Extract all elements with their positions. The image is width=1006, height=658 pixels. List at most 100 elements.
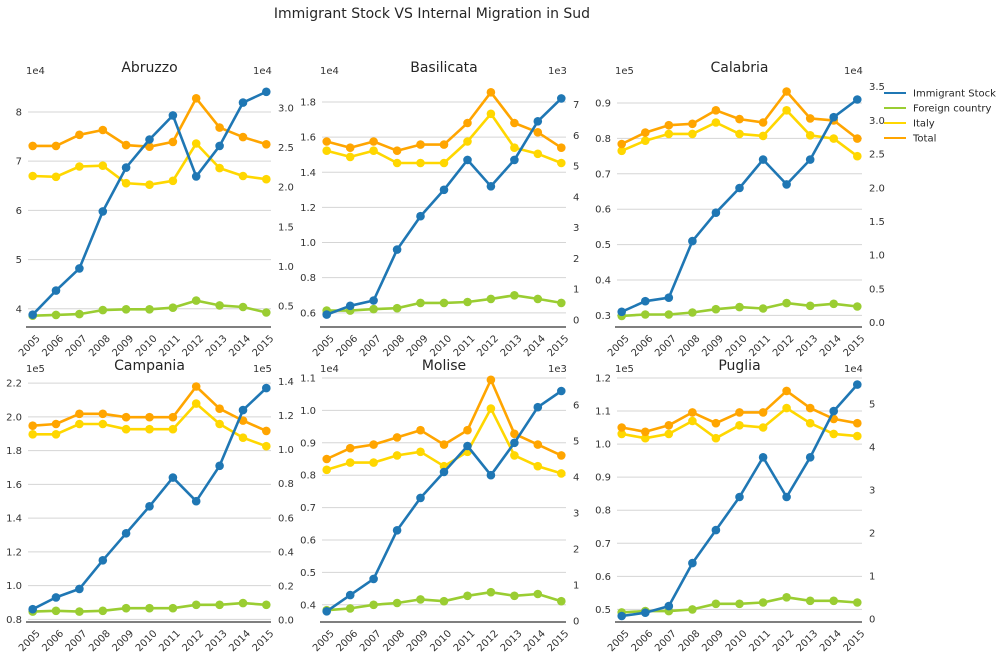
left-tick-label: 0.3 (595, 311, 611, 322)
series-italy (322, 404, 566, 478)
x-tick-label: 2009 (700, 333, 726, 359)
data-point (369, 304, 378, 314)
panel-title: Molise (422, 358, 466, 374)
data-point (215, 419, 224, 429)
data-point (758, 304, 768, 313)
data-point (392, 451, 402, 460)
panel-title: Basilicata (410, 60, 478, 76)
data-point (416, 298, 425, 308)
left-tick-label: 0.9 (595, 99, 611, 110)
data-point (533, 461, 543, 471)
data-point (510, 429, 519, 439)
series-italy (322, 109, 566, 168)
right-axis-multiplier: 1e3 (548, 66, 567, 77)
data-point (322, 310, 332, 319)
data-point (369, 440, 378, 449)
right-tick-label: 1.0 (278, 445, 294, 456)
series-total (617, 386, 862, 437)
data-point (463, 297, 472, 307)
legend-entry-total: Total (884, 134, 936, 145)
data-point (533, 402, 543, 412)
left-tick-label: 1.0 (6, 581, 22, 592)
x-tick-label: 2006 (630, 628, 656, 654)
data-point (215, 163, 224, 173)
x-tick-label: 2011 (157, 333, 183, 359)
data-point (262, 87, 271, 97)
right-tick-label: 3 (573, 223, 579, 234)
data-point (617, 611, 626, 621)
data-point (782, 492, 791, 502)
right-tick-label: 2 (573, 254, 579, 265)
data-point (439, 596, 449, 606)
data-point (641, 608, 650, 617)
data-point (191, 94, 201, 103)
left-tick-label: 7 (16, 157, 22, 168)
left-tick-label: 1.2 (300, 203, 316, 214)
data-point (782, 106, 791, 115)
data-point (853, 598, 862, 607)
left-tick-label: 1.0 (300, 406, 316, 417)
data-point (238, 171, 248, 181)
data-point (145, 603, 154, 613)
data-point (758, 118, 768, 127)
left-tick-label: 0.4 (595, 275, 611, 286)
series-line (32, 385, 267, 433)
x-tick-label: 2011 (452, 628, 478, 654)
right-tick-label: 2.5 (869, 150, 885, 161)
x-tick-label: 2014 (227, 333, 253, 359)
left-tick-label: 0.6 (595, 572, 611, 583)
left-tick-label: 1.0 (595, 440, 611, 451)
data-point (688, 236, 697, 246)
left-tick-label: 1.1 (300, 374, 316, 385)
data-point (121, 412, 131, 422)
x-tick-label: 2014 (522, 333, 548, 359)
right-tick-label: 0 (869, 614, 875, 625)
data-point (782, 180, 791, 189)
data-point (664, 310, 674, 319)
data-point (510, 591, 519, 601)
data-point (463, 137, 472, 146)
x-tick-label: 2011 (452, 333, 478, 359)
right-tick-label: 0.5 (869, 284, 885, 295)
data-point (51, 606, 61, 616)
left-tick-label: 0.7 (595, 539, 611, 550)
x-tick-label: 2007 (358, 628, 384, 654)
x-tick-label: 2015 (842, 333, 868, 359)
data-point (369, 600, 378, 610)
data-point (345, 301, 355, 311)
data-point (486, 182, 496, 191)
data-point (98, 305, 108, 315)
right-tick-label: 5 (573, 437, 579, 448)
x-tick-label: 2007 (653, 628, 679, 654)
data-point (486, 88, 496, 97)
right-axis-multiplier: 1e4 (844, 66, 863, 77)
data-point (711, 304, 721, 314)
data-point (641, 310, 650, 319)
legend-label: Foreign country (913, 104, 992, 115)
x-tick-label: 2008 (381, 628, 407, 654)
right-tick-label: 0.5 (278, 302, 294, 313)
x-tick-label: 2015 (251, 333, 277, 359)
legend-label: Total (912, 134, 936, 145)
data-point (392, 303, 402, 313)
data-point (238, 98, 248, 107)
series-immigrant-stock (617, 380, 862, 621)
x-tick-label: 2014 (818, 628, 844, 654)
x-tick-label: 2013 (794, 628, 820, 654)
series-line (325, 389, 563, 613)
right-tick-label: 6 (573, 401, 579, 412)
data-point (121, 424, 131, 434)
series-foreign-country (322, 587, 566, 615)
data-point (75, 584, 84, 594)
data-point (688, 558, 697, 568)
data-point (98, 419, 108, 429)
data-point (557, 143, 566, 152)
legend-label: Italy (913, 119, 935, 130)
data-point (735, 492, 744, 502)
data-point (510, 118, 519, 128)
x-tick-label: 2015 (842, 628, 868, 654)
series-italy (28, 139, 271, 189)
right-tick-label: 5 (869, 399, 875, 410)
x-tick-label: 2008 (87, 628, 113, 654)
data-point (735, 408, 744, 417)
